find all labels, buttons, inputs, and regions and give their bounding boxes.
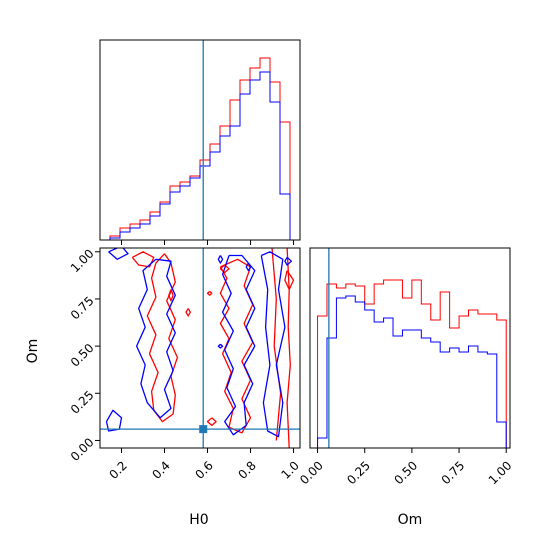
om-hist-xtick-label-4: 1.00	[486, 458, 515, 487]
red-contour-8	[206, 290, 213, 296]
blue-contour-4	[260, 251, 286, 438]
joint-ytick-label-1: 0.25	[68, 388, 97, 417]
om-hist-xtick-label-2: 0.50	[391, 458, 420, 487]
joint-plot-area	[100, 248, 300, 448]
blue-contour-1	[108, 248, 129, 260]
red-contour-3	[271, 248, 282, 441]
h0-om-contour-panel: 0.2 0.4 0.6 0.8 1.00.000.250.500.751.00	[68, 246, 302, 481]
joint-ytick-label-0: 0.00	[68, 435, 97, 464]
blue-contour-5	[217, 255, 224, 264]
blue-contour-3	[221, 254, 256, 436]
om-hist-frame	[309, 247, 511, 449]
joint-ytick-label-3: 0.75	[68, 294, 97, 323]
blue-contour-0	[135, 258, 176, 419]
ylabel-om: Om	[25, 339, 41, 364]
h0-histogram-panel	[99, 39, 301, 245]
joint-ytick-label-4: 1.00	[68, 246, 97, 275]
red-contour-7	[219, 264, 230, 274]
om-histogram-panel: 0.00 0.25 0.50 0.75 1.00	[297, 247, 515, 487]
red-contour-5	[168, 289, 174, 302]
joint-frame	[99, 247, 301, 449]
h0-hist-blue	[100, 71, 300, 241]
om-hist-blue	[317, 295, 507, 448]
xlabel-om: Om	[398, 512, 423, 528]
h0-hist-frame	[99, 39, 301, 241]
joint-xtick-label-0: 0.2	[106, 458, 129, 481]
blue-contour-6	[245, 262, 252, 272]
red-contour-4	[286, 248, 291, 448]
joint-xtick-label-3: 0.8	[235, 458, 258, 481]
joint-ytick-label-2: 0.50	[68, 341, 97, 370]
joint-xtick-label-1: 0.4	[149, 458, 172, 481]
joint-xtick-label-2: 0.6	[192, 458, 215, 481]
red-contour-6	[185, 308, 191, 317]
blue-contour-8	[284, 256, 293, 266]
om-hist-red	[317, 279, 507, 448]
joint-truth-marker	[199, 425, 208, 434]
om-hist-xtick-label-1: 0.25	[344, 458, 373, 487]
om-hist-xtick-label-0: 0.00	[297, 458, 326, 487]
om-hist-xtick-label-3: 0.75	[439, 458, 468, 487]
xlabel-h0: H0	[189, 512, 208, 528]
red-contour-1	[131, 251, 155, 268]
red-contour-9	[206, 417, 217, 427]
blue-contour-7	[217, 343, 224, 349]
blue-contour-2	[105, 409, 123, 432]
red-contour-10	[284, 270, 295, 291]
